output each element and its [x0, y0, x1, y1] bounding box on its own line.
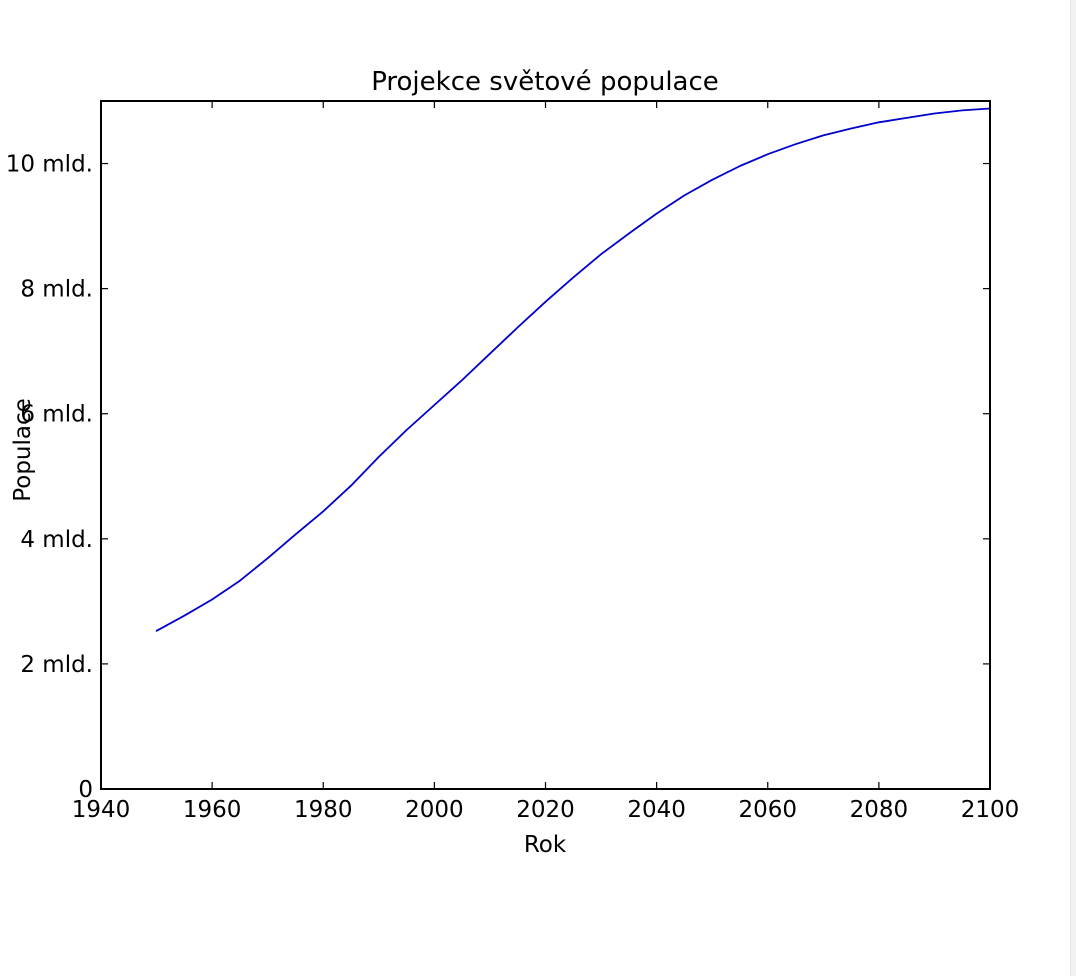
x-tick-label: 2040 — [627, 797, 686, 823]
x-axis-label: Rok — [524, 832, 567, 858]
x-tick-label: 2060 — [738, 797, 797, 823]
x-tick-label: 2100 — [961, 797, 1020, 823]
y-axis-label: Populace — [10, 398, 36, 502]
x-tick-label: 1940 — [72, 797, 131, 823]
x-tick-label: 1960 — [183, 797, 242, 823]
x-tick-label: 2080 — [850, 797, 909, 823]
y-tick-label: 10 mld. — [6, 152, 93, 178]
chart-title: Projekce světové populace — [371, 67, 719, 97]
series-line — [155, 107, 991, 632]
y-tick-label: 2 mld. — [20, 652, 93, 678]
x-tick-label: 2000 — [405, 797, 464, 823]
y-tick-label: 0 — [78, 777, 93, 803]
plot-border — [100, 100, 991, 790]
series-layer — [155, 107, 991, 632]
tick-labels: 1940 1960 1980 2000 2020 2040 2060 2080 2100 0 2 m… — [6, 152, 1020, 823]
x-tick-label: 2020 — [516, 797, 575, 823]
window-edge — [1070, 0, 1076, 976]
x-tick-label: 1980 — [294, 797, 353, 823]
y-tick-label: 4 mld. — [20, 527, 93, 553]
y-tick-label: 8 mld. — [20, 277, 93, 303]
plot-area — [100, 100, 991, 790]
y-tick-label: 6 mld. — [20, 402, 93, 428]
